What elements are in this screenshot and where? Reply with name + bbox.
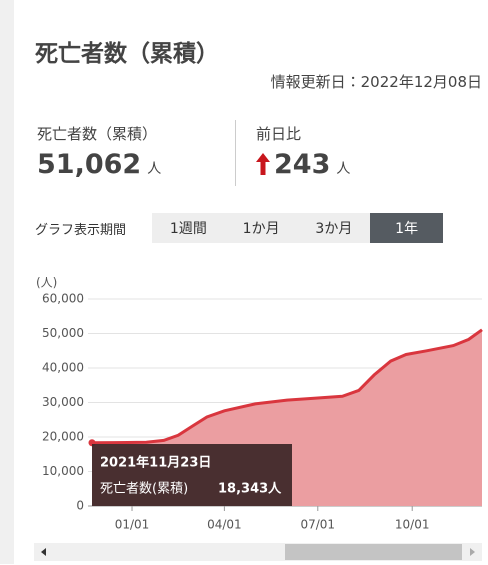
page-title: 死亡者数（累積） [35, 41, 219, 67]
stat-number: 51,062 [37, 149, 142, 180]
scrollbar[interactable] [34, 543, 482, 561]
period-button[interactable]: 1か月 [242, 221, 280, 237]
tooltip-value: 18,343人 [218, 482, 282, 497]
stat-label: 前日比 [256, 125, 302, 143]
stat-number: 243 [274, 149, 331, 180]
x-tick-label: 04/01 [207, 518, 242, 532]
scrollbar-graphic [41, 544, 475, 560]
stat-value: 51,062 人 [37, 149, 161, 180]
y-tick-label: 50,000 [42, 326, 84, 340]
y-tick-label: 40,000 [42, 361, 84, 375]
scroll-thumb[interactable] [285, 544, 462, 560]
period-buttons: 1週間 1か月 3か月 1年 [152, 213, 443, 243]
side-strip [0, 0, 14, 564]
period-label: グラフ表示期間 [35, 223, 127, 238]
up-arrow-icon [256, 153, 270, 175]
stat-unit: 人 [147, 161, 162, 177]
line [91, 328, 483, 445]
y-tick-label: 10,000 [42, 464, 84, 478]
tooltip-box [92, 444, 292, 506]
y-tick-label: 0 [76, 499, 84, 513]
period-button[interactable]: 1週間 [169, 221, 207, 237]
y-tick-label: 30,000 [42, 395, 84, 409]
x-tick-label: 07/01 [300, 518, 335, 532]
x-tick-label: 10/01 [395, 518, 430, 532]
y-tick-label: 60,000 [42, 292, 84, 306]
y-axis-label: (人) [36, 276, 57, 290]
period-button[interactable]: 1年 [370, 213, 443, 243]
tooltip-title: 2021年11月23日 [100, 455, 211, 471]
stat-value: 243 人 [256, 149, 350, 180]
stat-label: 死亡者数（累積） [37, 125, 158, 143]
updated-date: 情報更新日：2022年12月08日 [270, 73, 482, 91]
stat-unit: 人 [336, 161, 351, 177]
x-tick-label: 01/01 [115, 518, 150, 532]
tooltip-series: 死亡者数(累積) [100, 482, 188, 497]
y-tick-label: 20,000 [42, 430, 84, 444]
period-button[interactable]: 3か月 [315, 221, 353, 237]
divider [235, 120, 236, 186]
